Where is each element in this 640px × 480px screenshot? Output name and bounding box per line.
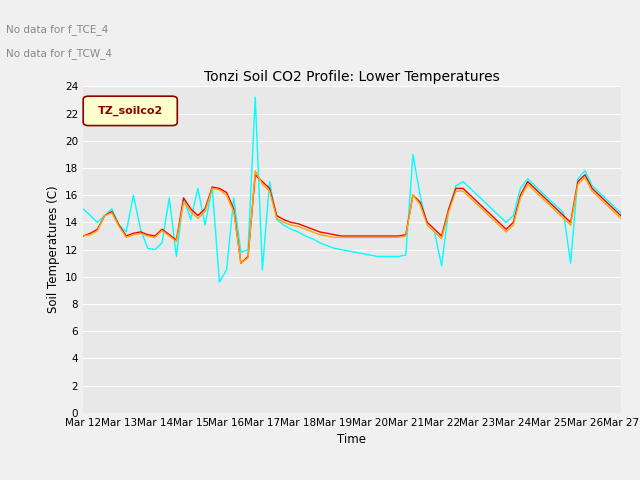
Tree -8cm bbox=[373, 234, 381, 240]
Tree2 -8cm bbox=[280, 222, 288, 228]
Tree -8cm bbox=[452, 188, 460, 194]
Open -8cm bbox=[252, 172, 259, 178]
Tree2 -8cm bbox=[79, 206, 87, 212]
Tree -8cm bbox=[79, 233, 87, 239]
Tree -8cm bbox=[438, 236, 445, 241]
Y-axis label: Soil Temperatures (C): Soil Temperatures (C) bbox=[47, 186, 60, 313]
Tree2 -8cm bbox=[452, 183, 460, 189]
Tree -8cm bbox=[252, 168, 259, 174]
Open -8cm bbox=[280, 217, 288, 223]
Line: Tree -8cm: Tree -8cm bbox=[83, 171, 621, 263]
Open -8cm bbox=[438, 233, 445, 239]
Text: TZ_soilco2: TZ_soilco2 bbox=[98, 106, 163, 116]
Tree2 -8cm bbox=[216, 279, 223, 285]
Tree2 -8cm bbox=[617, 210, 625, 216]
Line: Tree2 -8cm: Tree2 -8cm bbox=[83, 97, 621, 282]
Line: Open -8cm: Open -8cm bbox=[83, 175, 621, 263]
Text: No data for f_TCE_4: No data for f_TCE_4 bbox=[6, 24, 109, 35]
Tree -8cm bbox=[617, 216, 625, 221]
Open -8cm bbox=[373, 233, 381, 239]
FancyBboxPatch shape bbox=[83, 96, 177, 126]
Tree2 -8cm bbox=[524, 176, 531, 182]
Tree2 -8cm bbox=[129, 192, 137, 198]
Tree2 -8cm bbox=[252, 95, 259, 100]
Open -8cm bbox=[452, 185, 460, 191]
Tree2 -8cm bbox=[438, 263, 445, 269]
Open -8cm bbox=[524, 179, 531, 184]
Text: No data for f_TCW_4: No data for f_TCW_4 bbox=[6, 48, 113, 59]
Open -8cm bbox=[617, 213, 625, 218]
Title: Tonzi Soil CO2 Profile: Lower Temperatures: Tonzi Soil CO2 Profile: Lower Temperatur… bbox=[204, 70, 500, 84]
X-axis label: Time: Time bbox=[337, 433, 367, 446]
Open -8cm bbox=[237, 260, 244, 266]
Tree -8cm bbox=[237, 260, 244, 266]
Tree -8cm bbox=[129, 232, 137, 238]
Open -8cm bbox=[129, 230, 137, 236]
Tree2 -8cm bbox=[373, 253, 381, 259]
Open -8cm bbox=[79, 233, 87, 239]
Tree -8cm bbox=[524, 181, 531, 187]
Tree -8cm bbox=[280, 219, 288, 225]
